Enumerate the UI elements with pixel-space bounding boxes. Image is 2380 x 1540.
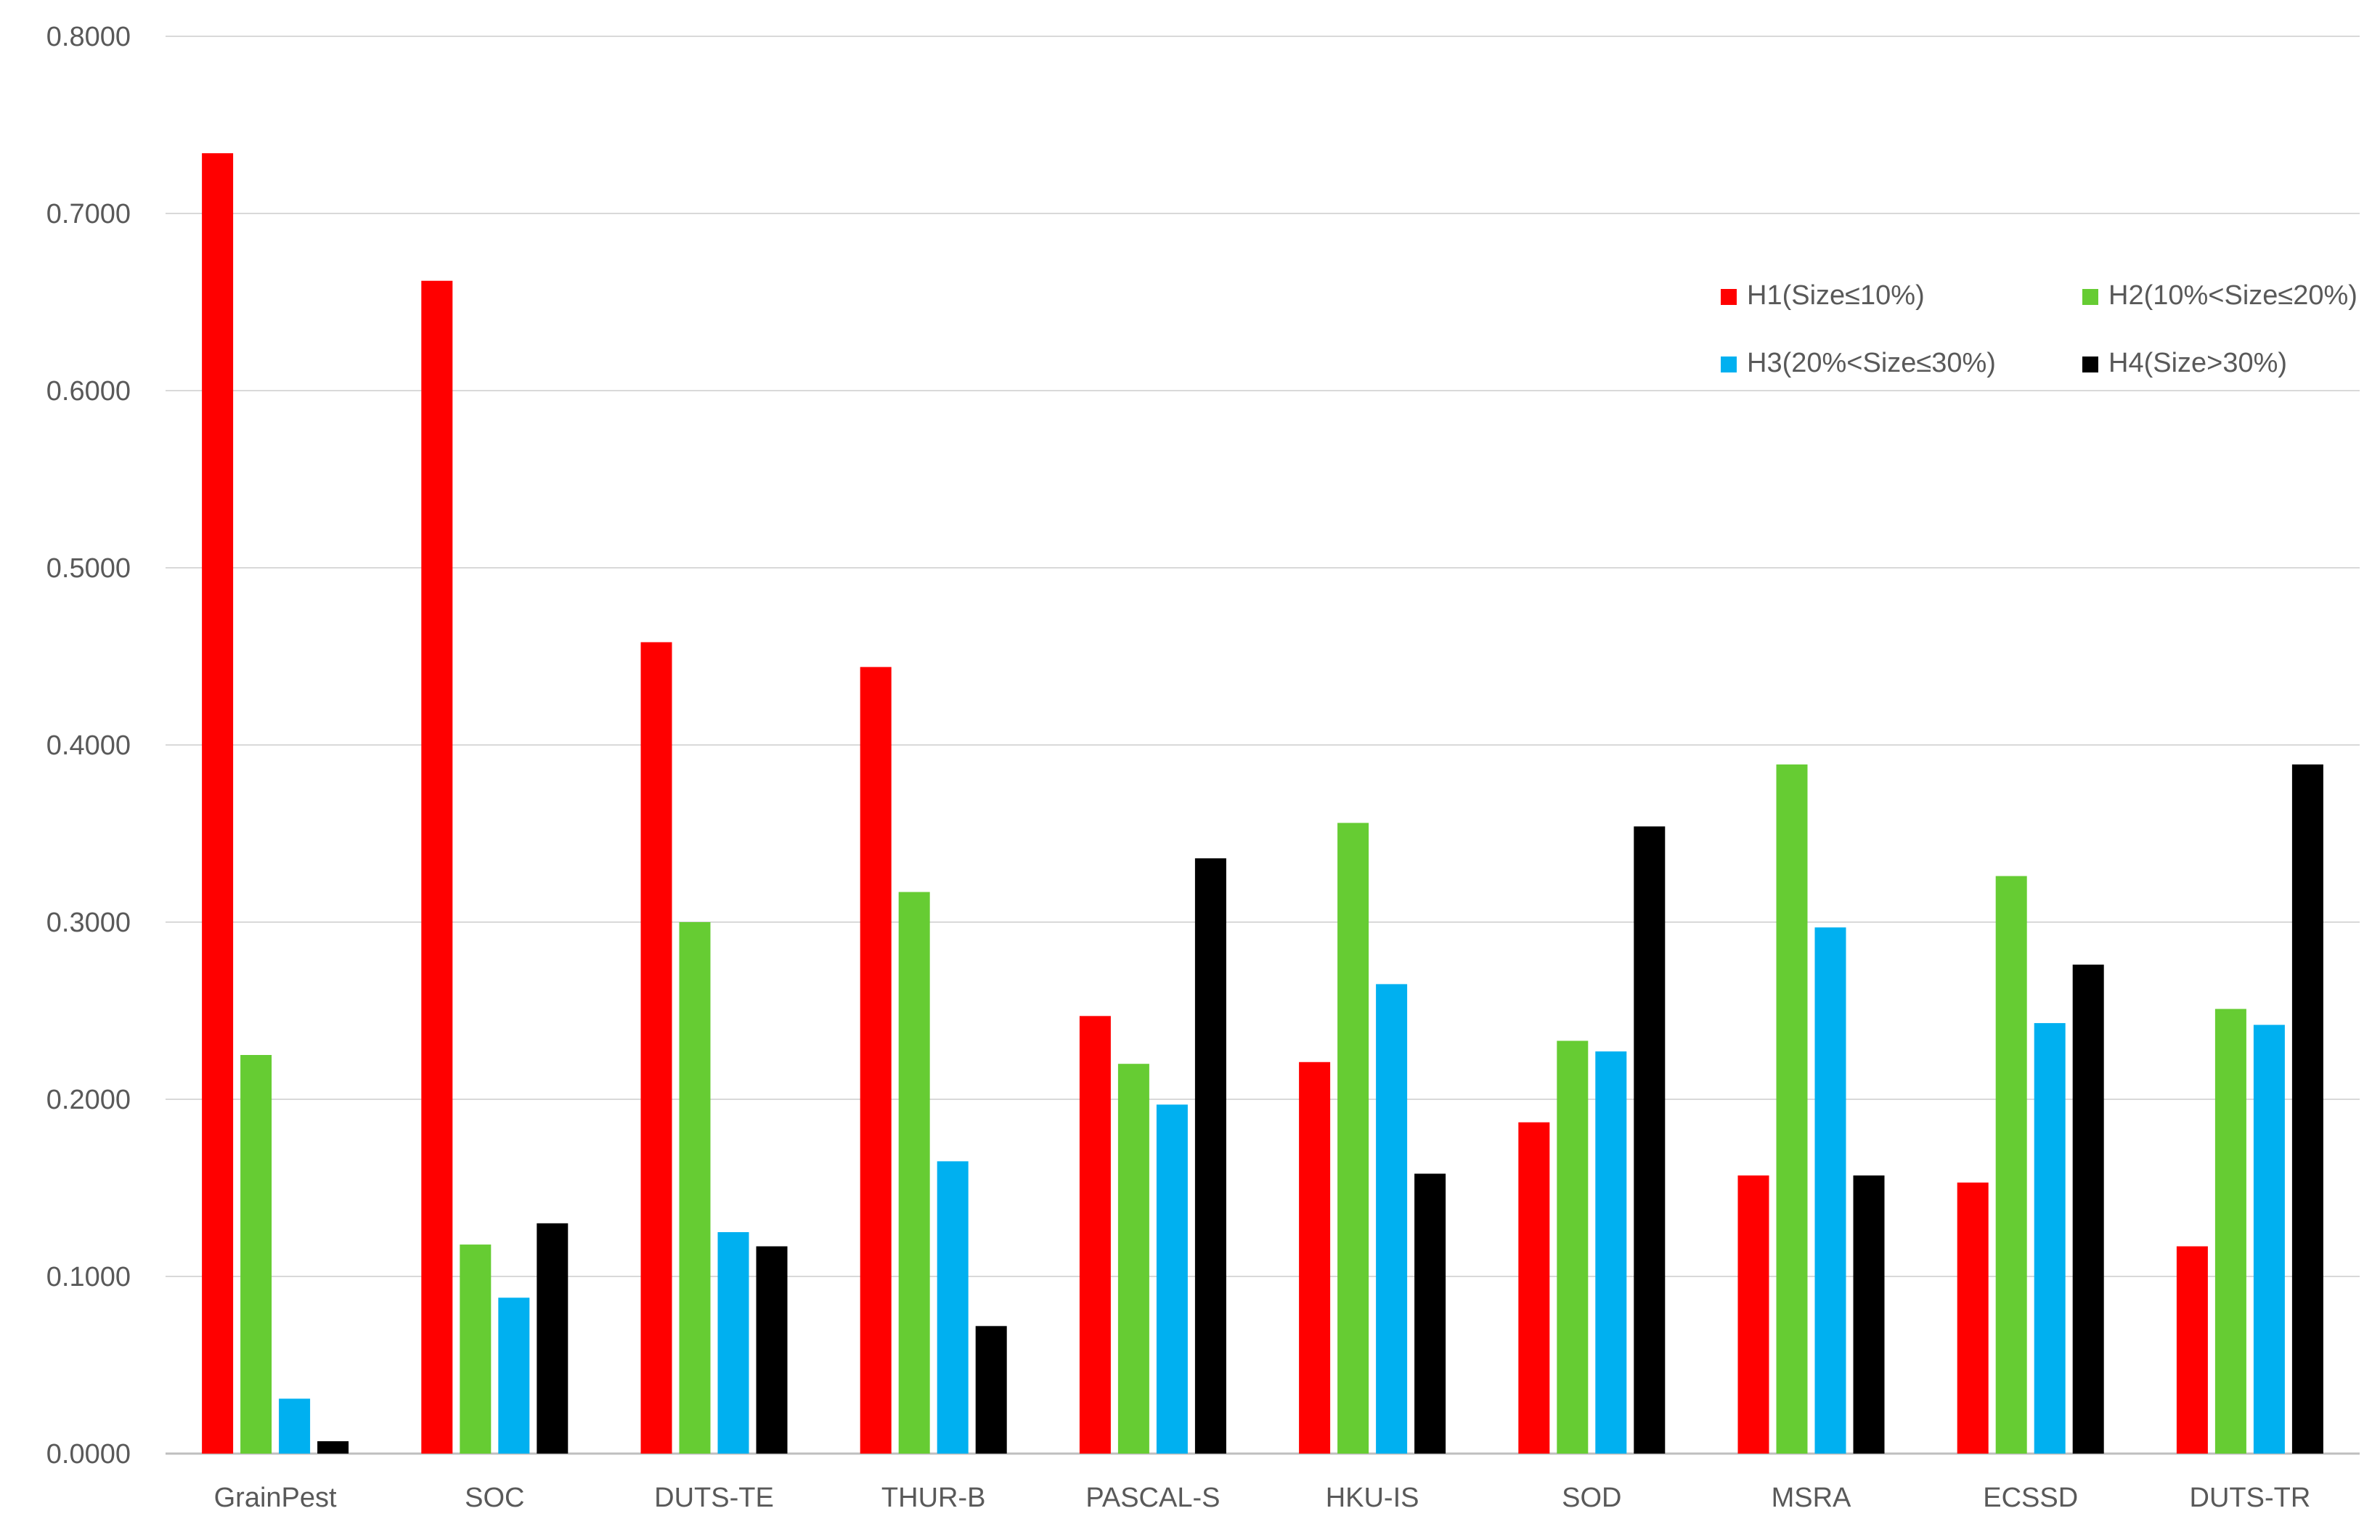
- x-tick-label: DUTS-TR: [2190, 1483, 2311, 1513]
- legend-label: H3(20%<Size≤30%): [1747, 348, 1996, 378]
- bar: [1117, 1064, 1149, 1454]
- gridlines: [166, 36, 2360, 1455]
- y-tick-label: 0.7000: [46, 199, 131, 229]
- x-tick-label: MSRA: [1772, 1483, 1851, 1513]
- y-axis: 0.0000 0.1000 0.2000 0.3000 0.4000 0.5000 0.60…: [46, 22, 131, 1470]
- bar: [1194, 858, 1226, 1454]
- legend-label: H1(Size≤10%): [1747, 280, 1925, 311]
- bar: [498, 1297, 530, 1454]
- bar: [717, 1232, 749, 1454]
- bar: [679, 922, 711, 1454]
- y-tick-label: 0.6000: [46, 376, 131, 407]
- bar: [1557, 1040, 1589, 1454]
- x-tick-label: ECSSD: [1983, 1483, 2078, 1513]
- legend-label: H4(Size>30%): [2108, 348, 2287, 378]
- x-tick-label: SOC: [465, 1483, 524, 1513]
- bar: [1079, 1016, 1111, 1454]
- bar: [1853, 1175, 1885, 1454]
- bar: [640, 642, 672, 1454]
- bar: [1776, 764, 1808, 1454]
- bar: [1376, 984, 1408, 1454]
- y-tick-label: 0.1000: [46, 1262, 131, 1292]
- bars: [202, 153, 2323, 1454]
- legend-swatch: [2082, 357, 2098, 372]
- bar: [2072, 964, 2104, 1454]
- bar: [2291, 764, 2323, 1454]
- x-tick-label: DUTS-TE: [654, 1483, 774, 1513]
- bar: [2176, 1246, 2208, 1454]
- bar: [937, 1161, 969, 1454]
- legend-swatch: [2082, 289, 2098, 305]
- legend-label: H2(10%<Size≤20%): [2108, 280, 2357, 311]
- bar: [2253, 1024, 2285, 1454]
- bar: [1337, 823, 1369, 1454]
- bar: [1814, 927, 1846, 1454]
- bar: [898, 892, 930, 1454]
- bar: [317, 1441, 349, 1454]
- bar: [1156, 1104, 1188, 1454]
- bar: [460, 1244, 492, 1454]
- x-tick-label: SOD: [1562, 1483, 1621, 1513]
- bar: [240, 1055, 272, 1454]
- bar: [1957, 1182, 1989, 1454]
- bar: [1414, 1173, 1446, 1454]
- legend-swatch: [1721, 357, 1737, 372]
- bar: [2034, 1023, 2066, 1454]
- x-tick-label: THUR-B: [881, 1483, 986, 1513]
- legend-swatch: [1721, 289, 1737, 305]
- bar: [202, 153, 234, 1454]
- bar: [1995, 876, 2027, 1454]
- x-axis: GrainPest SOC DUTS-TE THUR-B PASCAL-S HKU-IS S…: [214, 1483, 2311, 1513]
- bar: [1595, 1051, 1627, 1454]
- bar: [537, 1223, 568, 1454]
- bar: [1634, 826, 1666, 1454]
- y-tick-label: 0.8000: [46, 22, 131, 52]
- bar: [860, 667, 892, 1454]
- bar: [1518, 1122, 1550, 1454]
- bar: [1299, 1062, 1331, 1454]
- bar: [975, 1326, 1007, 1454]
- y-tick-label: 0.4000: [46, 730, 131, 761]
- x-tick-label: PASCAL-S: [1085, 1483, 1220, 1513]
- bar: [279, 1398, 311, 1454]
- bar: [421, 280, 453, 1454]
- y-tick-label: 0.2000: [46, 1085, 131, 1115]
- legend: H1(Size≤10%) H2(10%<Size≤20%) H3(20%<Size≤…: [1721, 280, 2357, 378]
- y-tick-label: 0.0000: [46, 1439, 131, 1470]
- x-tick-label: HKU-IS: [1326, 1483, 1419, 1513]
- y-tick-label: 0.5000: [46, 553, 131, 584]
- bar: [756, 1246, 788, 1454]
- x-tick-label: GrainPest: [214, 1483, 337, 1513]
- bar: [2214, 1009, 2246, 1454]
- y-tick-label: 0.3000: [46, 908, 131, 938]
- bar: [1737, 1175, 1769, 1454]
